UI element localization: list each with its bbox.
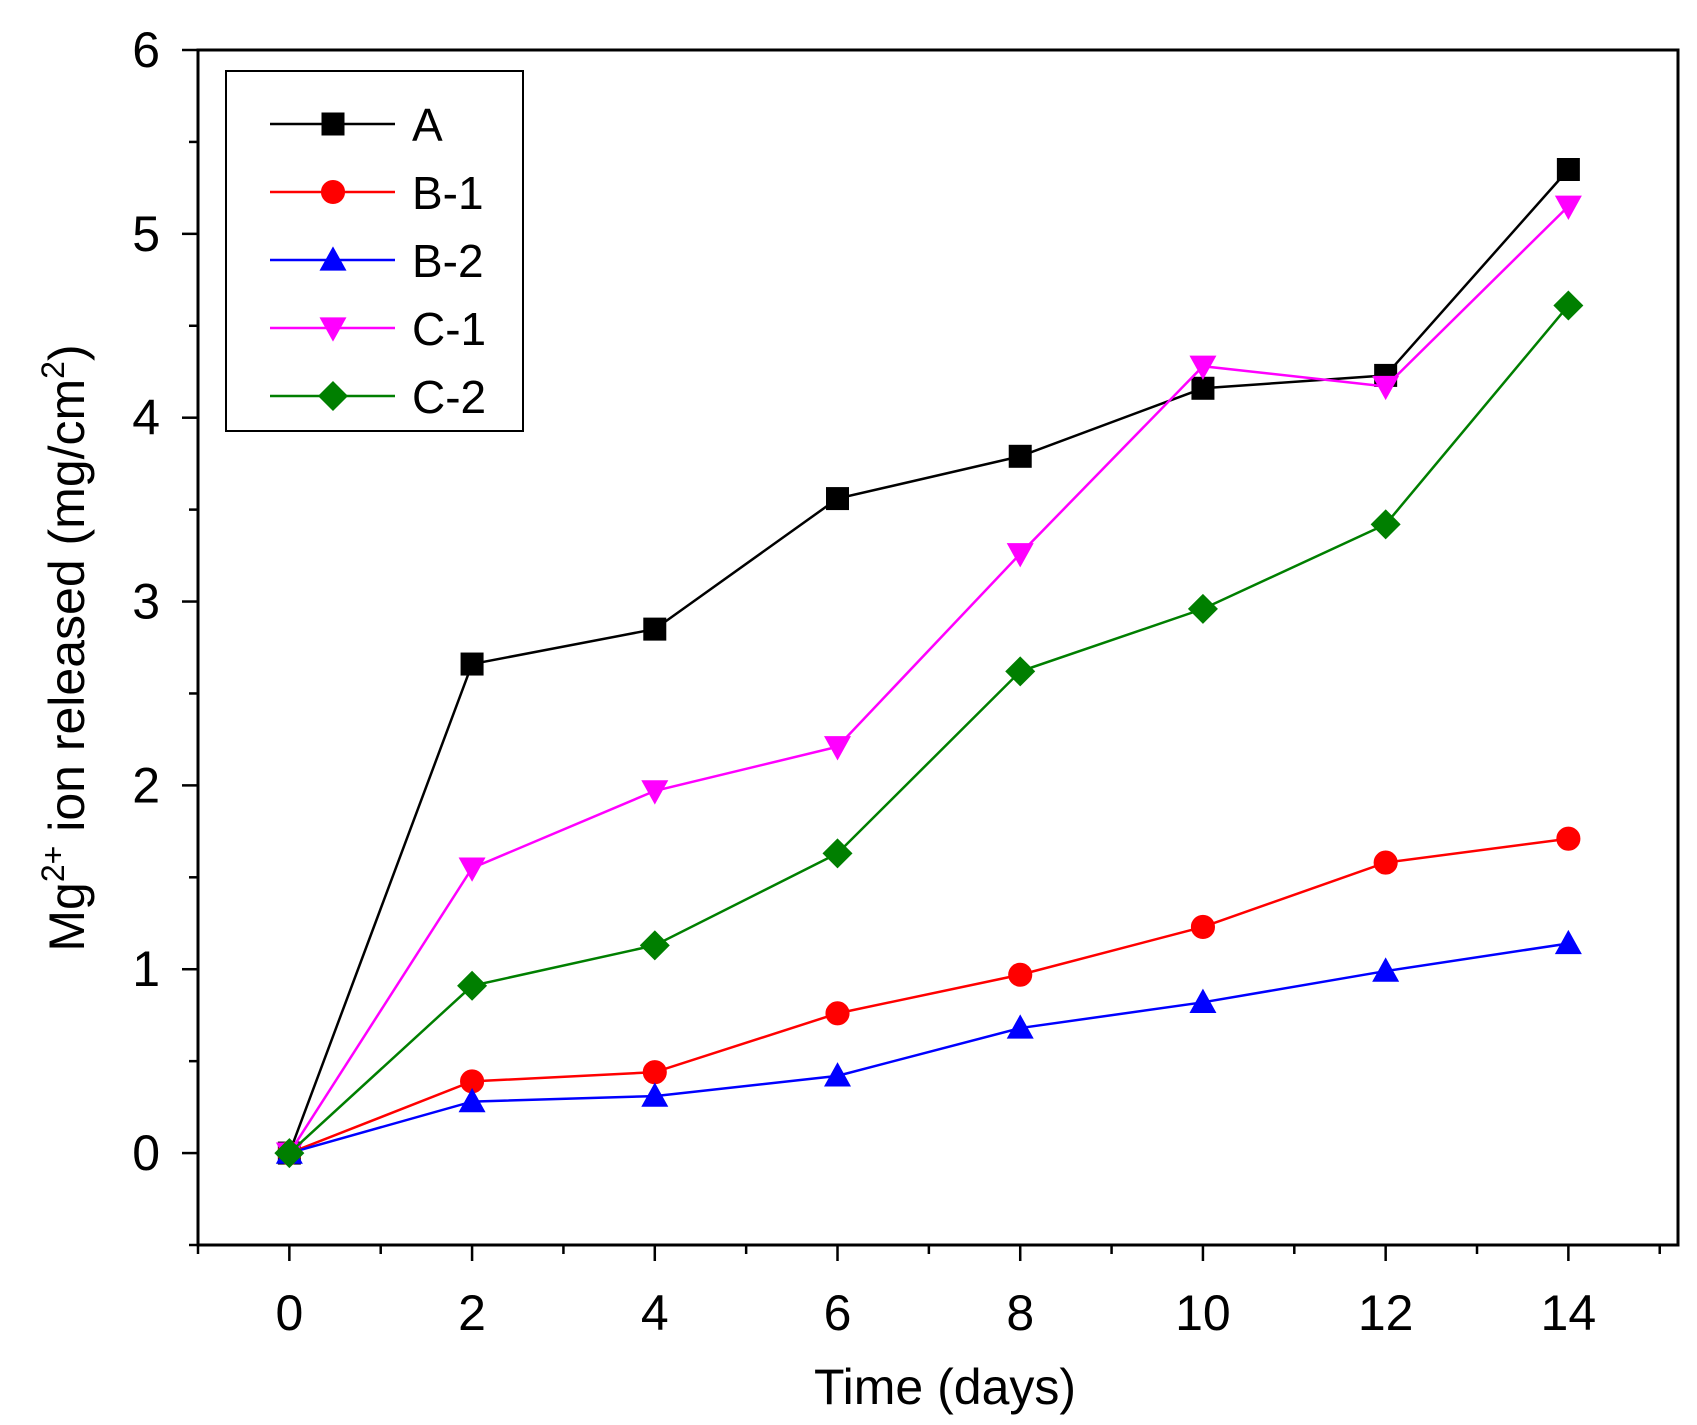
- legend-box: [225, 70, 524, 432]
- data-point-c-2: [1187, 593, 1218, 624]
- legend-label-b-2: B-2: [412, 235, 484, 287]
- data-point-b-1: [642, 1060, 667, 1085]
- data-point-b-1: [1373, 850, 1398, 875]
- series-line-b-1: [288, 837, 1569, 1155]
- data-point-c-2: [1005, 656, 1036, 687]
- y-tick-label: 0: [132, 1125, 160, 1181]
- data-point-b-2: [458, 1087, 486, 1113]
- y-axis-label-end: ): [39, 344, 95, 361]
- x-axis-label: Time (days): [814, 1359, 1076, 1415]
- data-point-c-1: [1372, 375, 1400, 401]
- y-tick-label: 2: [132, 757, 160, 813]
- legend-marker-a: [321, 112, 345, 136]
- legend-marker-b-1: [320, 179, 346, 205]
- data-point-c-2: [274, 1138, 305, 1169]
- x-tick-label: 4: [641, 1285, 669, 1341]
- x-tick-label: 0: [275, 1285, 303, 1341]
- data-point-b-2: [641, 1082, 669, 1107]
- data-point-a: [1008, 444, 1032, 468]
- y-tick-label: 1: [132, 941, 160, 997]
- y-tick-label: 4: [132, 390, 160, 446]
- y-axis-label-base: Mg: [39, 882, 95, 951]
- data-point-c-2: [1553, 290, 1584, 321]
- y-tick-label: 3: [132, 574, 160, 630]
- series-line-c-2: [288, 304, 1570, 1154]
- data-point-c-2: [822, 838, 853, 869]
- data-point-c-1: [824, 736, 852, 761]
- data-point-b-2: [824, 1062, 852, 1087]
- data-point-c-1: [641, 780, 669, 805]
- legend-label-c-1: C-1: [412, 303, 486, 355]
- series-line-c-1: [288, 205, 1570, 1154]
- data-point-c-2: [639, 930, 670, 961]
- legend-label-c-2: C-2: [412, 371, 486, 423]
- legend-marker-c-2: [317, 380, 349, 412]
- data-point-b-1: [1556, 826, 1581, 851]
- legend-label-a: A: [412, 99, 443, 151]
- y-tick-label: 5: [132, 206, 160, 262]
- y-axis-label-middle: ion released (mg/cm: [39, 379, 95, 846]
- legend-marker-b-2: [319, 246, 347, 271]
- x-tick-label: 6: [824, 1285, 852, 1341]
- data-point-c-1: [1554, 195, 1582, 220]
- legend-label-b-1: B-1: [412, 167, 484, 219]
- data-point-b-1: [1008, 962, 1033, 987]
- y-axis-label: Mg2+ ion released (mg/cm2): [35, 344, 95, 951]
- data-point-c-2: [1370, 509, 1401, 540]
- data-point-a: [1191, 376, 1215, 400]
- series-line-a: [288, 168, 1570, 1154]
- data-point-a: [826, 487, 850, 511]
- series-line-b-2: [289, 942, 1569, 1155]
- data-point-c-1: [1006, 543, 1034, 568]
- data-point-b-2: [1006, 1014, 1034, 1039]
- data-point-b-2: [1372, 957, 1400, 982]
- y-axis-label-superscript: 2+: [35, 846, 71, 882]
- data-point-c-1: [458, 857, 486, 882]
- x-tick-label: 14: [1541, 1285, 1597, 1341]
- data-point-b-2: [1189, 988, 1217, 1013]
- x-tick-label: 10: [1175, 1285, 1231, 1341]
- x-tick-label: 8: [1006, 1285, 1034, 1341]
- x-axis: 0 2 4 6 8 10 12 14: [196, 1245, 1661, 1341]
- series-layer: [274, 158, 1584, 1169]
- data-point-c-1: [1189, 355, 1217, 380]
- x-tick-label: 2: [458, 1285, 486, 1341]
- data-point-a: [643, 617, 667, 641]
- data-point-c-2: [457, 970, 488, 1001]
- y-tick-label: 6: [132, 22, 160, 78]
- data-point-b-1: [825, 1001, 850, 1026]
- data-point-a: [460, 652, 484, 676]
- x-tick-label: 12: [1358, 1285, 1414, 1341]
- data-point-a: [1556, 158, 1580, 181]
- legend: A B-1 B-2 C-1 C-2: [225, 70, 524, 432]
- y-axis-label-unit-superscript: 2: [35, 361, 71, 379]
- data-point-b-2: [1554, 929, 1582, 955]
- data-point-b-1: [1190, 914, 1215, 939]
- y-axis: 0 1 2 3 4 5 6: [132, 22, 198, 1247]
- legend-marker-c-1: [319, 317, 347, 342]
